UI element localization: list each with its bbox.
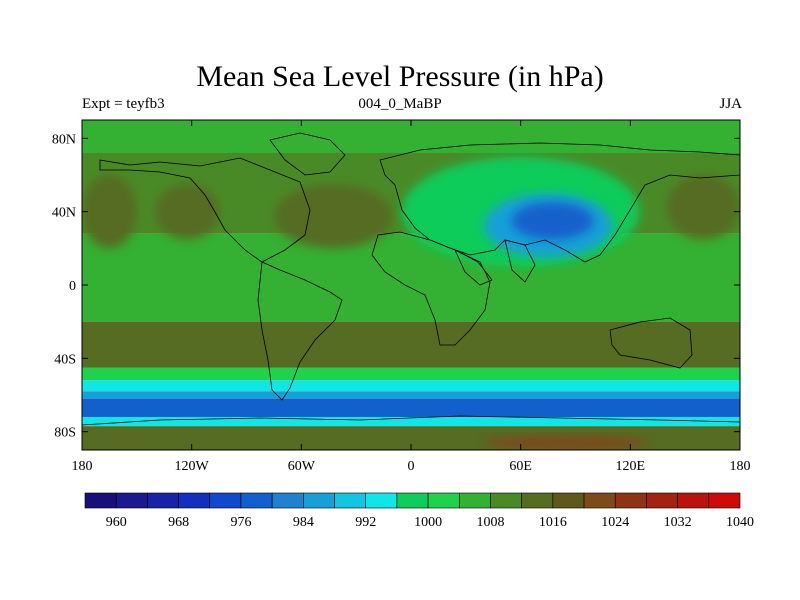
- colorbar-label: 1024: [601, 515, 629, 530]
- zone-south-subtropical-high: [82, 321, 740, 368]
- zone-antarctic-margin: [82, 417, 740, 427]
- feature-west-pacific-high: [666, 175, 740, 240]
- colorbar-swatch: [303, 492, 335, 509]
- colorbar-label: 1008: [476, 515, 504, 530]
- x-tick-label: 120E: [616, 459, 646, 474]
- zone-south-tropics: [82, 285, 740, 322]
- colorbar-label: 1000: [414, 515, 442, 530]
- colorbar-swatch: [427, 492, 460, 509]
- zone-southern-ocean-3: [82, 391, 740, 399]
- coastline-australia: [609, 317, 693, 369]
- zone-north-subtropics: [82, 233, 740, 285]
- colorbar-swatch: [209, 492, 242, 509]
- colorbar-swatch: [271, 492, 304, 509]
- colorbar-swatch: [614, 492, 647, 509]
- y-tick-label: 0: [69, 279, 76, 294]
- feature-asian-low-core: [511, 202, 594, 240]
- colorbar-swatch: [147, 492, 179, 509]
- coastline-greenland: [269, 132, 346, 176]
- colorbar-label: 976: [230, 515, 251, 530]
- colorbar-label: 960: [106, 515, 127, 530]
- colorbar-swatch: [115, 492, 148, 509]
- coastline-south-america: [257, 261, 343, 401]
- coastline-arabia: [454, 249, 493, 286]
- y-tick-label: 40S: [54, 352, 76, 367]
- colorbar-swatch: [178, 492, 211, 509]
- x-tick-label: 0: [408, 459, 415, 474]
- feature-north-pacific-high: [82, 175, 137, 249]
- colorbar-swatch: [677, 492, 710, 509]
- coastline-antarctica: [82, 415, 740, 426]
- zone-southern-ocean-2: [82, 380, 740, 392]
- colorbar-label: 1040: [726, 515, 754, 530]
- colorbar-swatch: [708, 492, 741, 509]
- coastline-africa: [371, 231, 491, 346]
- colorbar: 960 968 976 984 992 1000 1008 1016 1024 1032 1040: [84, 492, 754, 530]
- feature-north-pacific-high-east: [155, 184, 220, 240]
- x-tick-label: 180: [730, 459, 751, 474]
- x-axis: 180 120W 60W 0 60E 120E 180: [72, 120, 751, 474]
- coastlines: [82, 132, 740, 426]
- colorbar-swatch: [396, 492, 429, 509]
- zone-southern-ocean-1: [82, 367, 740, 381]
- x-tick-label: 60W: [288, 459, 316, 474]
- feature-azores-high: [273, 184, 393, 249]
- colorbar-swatch: [552, 492, 585, 509]
- experiment-label: Expt = teyfb3: [82, 96, 165, 112]
- chart-title: Mean Sea Level Pressure (in hPa): [196, 60, 604, 93]
- colorbar-swatch: [521, 492, 554, 509]
- colorbar-swatch: [84, 492, 117, 509]
- colorbar-swatch: [583, 492, 616, 509]
- coastline-eurasia: [379, 142, 740, 263]
- coastline-india: [504, 239, 536, 283]
- x-tick-label: 120W: [175, 459, 210, 474]
- colorbar-swatch: [240, 492, 273, 509]
- map-area: [82, 120, 740, 450]
- colorbar-swatch: [646, 492, 678, 509]
- zone-southern-trough: [82, 398, 740, 417]
- colorbar-swatch: [458, 492, 491, 509]
- colorbar-label: 968: [168, 515, 189, 530]
- season-label: JJA: [719, 96, 742, 112]
- y-axis: 80N 40N 0 40S 80S: [52, 132, 740, 441]
- y-tick-label: 40N: [52, 206, 76, 221]
- y-tick-label: 80N: [52, 132, 76, 147]
- y-tick-label: 80S: [54, 426, 76, 441]
- colorbar-swatch: [490, 492, 522, 509]
- time-label: 004_0_MaBP: [358, 96, 442, 112]
- colorbar-label: 984: [293, 515, 314, 530]
- colorbar-label: 1032: [664, 515, 692, 530]
- feature-antarctic-high: [484, 435, 649, 450]
- colorbar-label: 1016: [539, 515, 567, 530]
- x-tick-label: 180: [72, 459, 93, 474]
- colorbar-label: 992: [355, 515, 376, 530]
- colorbar-swatch: [365, 492, 398, 509]
- x-tick-label: 60E: [509, 459, 532, 474]
- colorbar-swatch: [334, 492, 367, 509]
- coastline-north-america: [99, 157, 311, 263]
